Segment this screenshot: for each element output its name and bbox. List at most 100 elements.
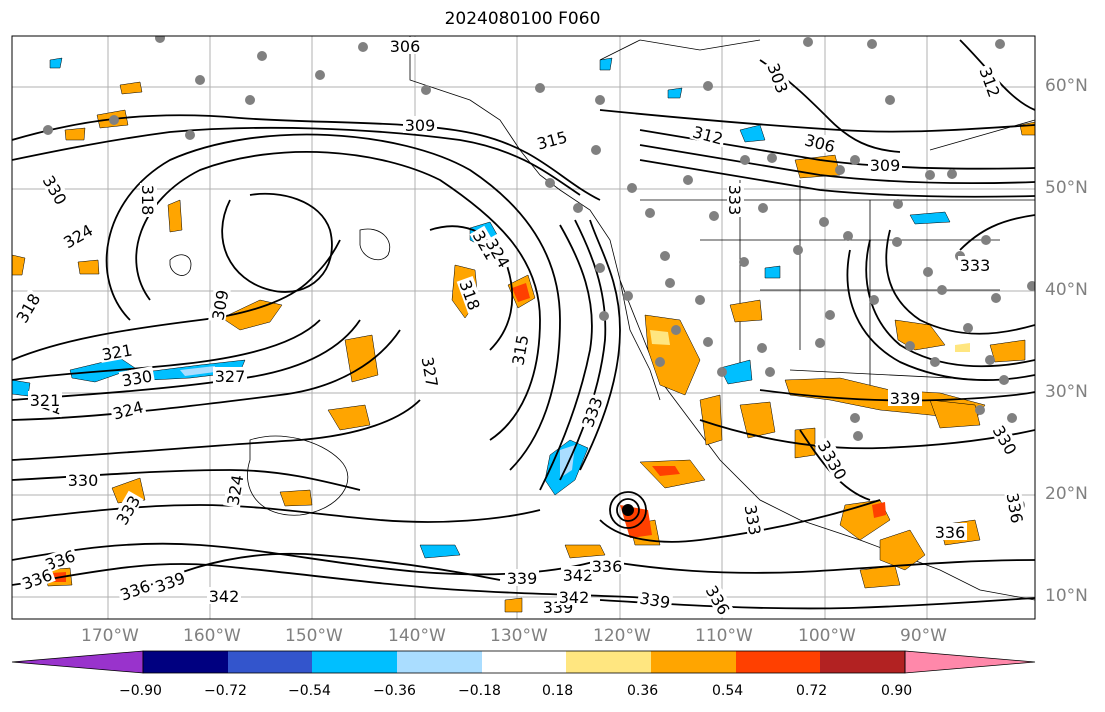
contour-label: 336 [20,565,55,593]
colorbar-tick-label: 0.36 [627,683,659,699]
contour-label-background [508,331,531,369]
contour-label-background [66,471,100,488]
contour-label: 321 [30,391,61,410]
contour-label-background [208,286,231,324]
longitude-label: 150°W [285,626,343,646]
longitude-label: 130°W [490,626,548,646]
strong-positive-shading [52,283,886,582]
latitude-label: 40°N [1045,280,1088,300]
longitude-label: 110°W [695,626,753,646]
contour-label: 339 [890,389,921,408]
colorbar-tick-label: 0.72 [796,683,828,699]
contour-label-background [1004,489,1027,527]
latitude-label: 20°N [1045,484,1088,504]
latitude-label: 50°N [1045,178,1088,198]
contour-label-background [213,367,247,384]
contour-label-background [577,392,606,431]
colorbar-min-extend [11,650,144,674]
contour-label-background [702,580,735,619]
tropical-cyclone-icon [609,491,647,529]
contour-label: 312 [691,122,725,148]
contour-label-background [39,170,72,209]
contour-label: 339 [153,568,188,596]
contour-label: 336 [118,576,153,604]
contour-label: 306 [803,130,837,156]
contour-lines [12,39,1035,610]
contour-label: 333 [960,256,991,275]
latitude-label: 10°N [1045,586,1088,606]
contour-label: 333 [578,395,606,430]
contour-label-background [419,353,442,391]
colorbar [11,650,1036,674]
contour-label: 315 [535,127,569,153]
contour-label: 342 [209,587,240,606]
contour-label-background [98,340,136,363]
contour-label: 336 [592,557,623,576]
contour-label: 336 [935,523,966,542]
contour-label: 315 [508,333,532,366]
graticule [12,36,1035,619]
contour-label-background [819,445,852,484]
contour-label: 333 [725,185,744,216]
contour-label: 327 [215,367,246,386]
contour-label-background [111,490,144,529]
contour-label: 318 [138,185,157,216]
contour-label: 342 [563,566,594,585]
contour-label: 321 [100,340,133,364]
contour-label-background [118,366,156,389]
colorbar-segment [143,651,228,673]
contour-label: 309 [870,156,901,175]
contour-label-background [140,183,157,217]
contour-label-background [109,396,147,423]
longitude-label: 170°W [81,626,139,646]
contour-label-background [115,575,154,604]
contour-label-background [933,523,967,540]
contour-label-background [742,501,765,539]
colorbar-segment [312,651,397,673]
contour-label-background [17,564,56,593]
colorbar-tick-label: −0.18 [458,683,501,699]
contour-label-background [58,219,97,252]
contour-label-background [456,275,485,314]
contour-label-background [28,391,62,408]
longitude-label: 90°W [900,626,947,646]
contour-label: 339 [638,588,671,612]
colorbar-segment [651,651,736,673]
longitude-label: 140°W [388,626,446,646]
map-title: 2024080100 F060 [444,9,601,29]
map-frame [11,35,1036,620]
colorbar-tick-label: −0.90 [119,683,162,699]
contour-label-background [958,256,992,273]
longitude-label: 120°W [593,626,651,646]
contour-label: 336 [1002,491,1026,524]
contour-label-background [557,588,591,605]
colorbar-segment [820,651,905,673]
contour-label-background [764,58,793,97]
contour-label-background [403,116,437,133]
contour-label: 309 [405,116,436,135]
contour-label: 327 [417,355,441,388]
colorbar-segment [482,651,566,673]
colorbar-frame [142,650,906,674]
contour-label: 324 [111,397,145,423]
colorbar-tick-label: 0.18 [542,683,574,699]
light-negative-shading [180,366,575,478]
latitude-label: 60°N [1045,76,1088,96]
contour-label: 339 [507,569,538,588]
colorbar-tick-label: 0.90 [881,683,913,699]
colorbar-tick-label: −0.36 [373,683,416,699]
thin-contour-lines [169,228,391,516]
contour-label-background [388,37,422,54]
contour-label: 333 [740,503,764,536]
colorbar-segment [228,651,312,673]
contour-label-background [868,156,902,173]
contour-label: 303 [763,61,791,96]
contour-label-background [207,587,241,604]
contour-label-background [989,420,1022,459]
contour-label-background [636,588,674,611]
latitude-label: 30°N [1045,382,1088,402]
colorbar-segment [736,651,820,673]
contour-label-background [11,288,44,327]
contour-label: 312 [975,65,1003,100]
